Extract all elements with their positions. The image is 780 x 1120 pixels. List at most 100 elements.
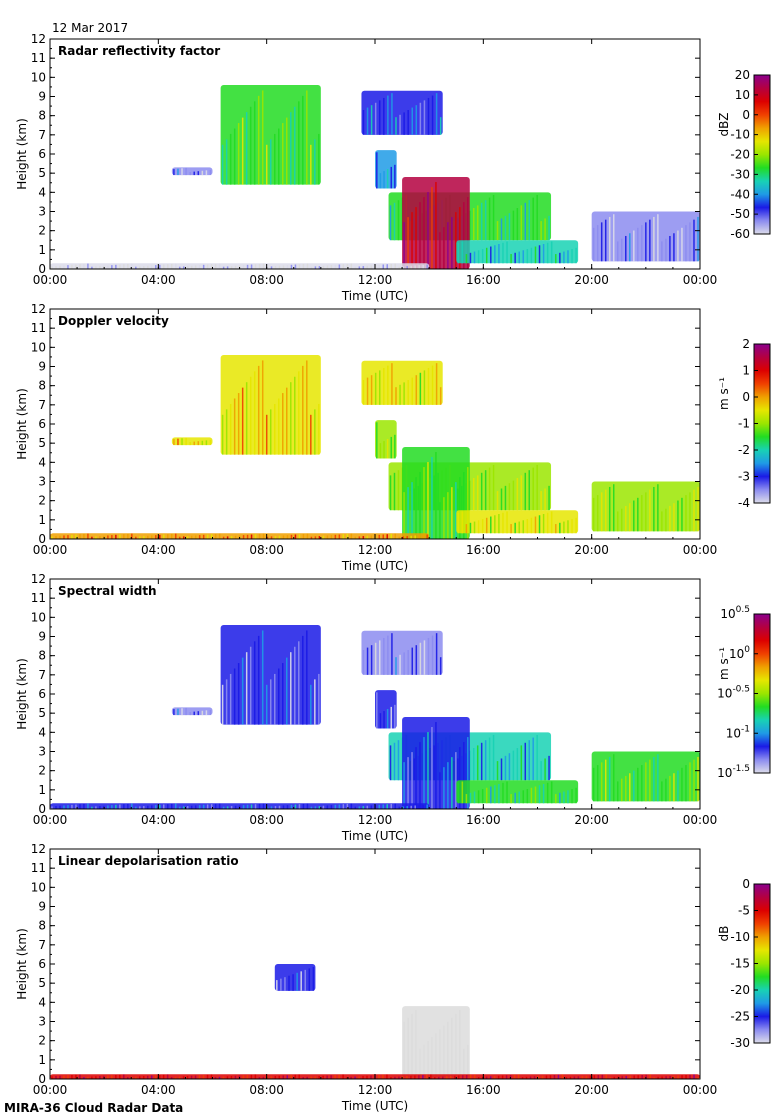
- y-tick-label: 0: [38, 802, 46, 816]
- y-tick-label: 8: [38, 379, 46, 393]
- y-tick-label: 3: [38, 745, 46, 759]
- colorbar-tick-label: -10: [730, 128, 750, 142]
- x-tick-label: 12:00: [358, 1083, 393, 1097]
- x-tick-label: 00:00: [683, 813, 718, 827]
- x-tick-label: 12:00: [358, 813, 393, 827]
- colorbar-tick-label: -10: [730, 930, 750, 944]
- y-tick-label: 2: [38, 1034, 46, 1048]
- colorbar-tick-label: -15: [730, 957, 750, 971]
- echo-feature: [375, 420, 397, 459]
- echo-feature: [361, 630, 443, 675]
- y-tick-label: 0: [38, 1072, 46, 1086]
- y-axis-label: Height (km): [15, 388, 29, 459]
- y-tick-label: 2: [38, 494, 46, 508]
- colorbar-tick-label: -4: [738, 496, 750, 510]
- y-tick-label: 9: [38, 900, 46, 914]
- colorbar-tick-label: 10: [735, 88, 750, 102]
- x-axis-label: Time (UTC): [341, 829, 408, 843]
- y-tick-label: 12: [31, 842, 46, 856]
- y-tick-label: 5: [38, 166, 46, 180]
- colorbar-tick-label: 1: [742, 364, 750, 378]
- x-tick-label: 16:00: [466, 273, 501, 287]
- panel-title: Radar reflectivity factor: [58, 44, 220, 58]
- y-tick-label: 11: [31, 591, 46, 605]
- colorbar-tick-label: -20: [730, 983, 750, 997]
- x-tick-label: 00:00: [33, 1083, 68, 1097]
- x-tick-label: 04:00: [141, 1083, 176, 1097]
- y-tick-label: 1: [38, 513, 46, 527]
- y-tick-label: 8: [38, 109, 46, 123]
- echo-feature: [361, 90, 443, 135]
- panel-title: Doppler velocity: [58, 314, 169, 328]
- y-tick-label: 8: [38, 649, 46, 663]
- x-tick-label: 12:00: [358, 273, 393, 287]
- y-tick-label: 2: [38, 224, 46, 238]
- y-tick-label: 3: [38, 205, 46, 219]
- plot-frame: [49, 848, 701, 1080]
- y-tick-label: 7: [38, 668, 46, 682]
- echo-feature: [220, 625, 321, 725]
- colorbar-tick-label: -30: [730, 167, 750, 181]
- y-tick-label: 9: [38, 90, 46, 104]
- x-tick-label: 16:00: [466, 543, 501, 557]
- y-tick-label: 7: [38, 938, 46, 952]
- colorbar-tick-label: 100.5: [720, 605, 750, 621]
- y-tick-label: 3: [38, 475, 46, 489]
- y-tick-label: 10: [31, 70, 46, 84]
- panel-title: Linear depolarisation ratio: [58, 854, 239, 868]
- y-tick-label: 1: [38, 243, 46, 257]
- x-tick-label: 16:00: [466, 813, 501, 827]
- y-tick-label: 6: [38, 957, 46, 971]
- colorbar-tick-label: -30: [730, 1036, 750, 1050]
- y-tick-label: 4: [38, 455, 46, 469]
- colorbar-tick-label: 100: [729, 645, 750, 661]
- footer-caption: MIRA-36 Cloud Radar Data: [4, 1101, 184, 1115]
- date-label: 12 Mar 2017: [52, 21, 129, 35]
- y-tick-label: 11: [31, 51, 46, 65]
- colorbar-tick-label: 0: [742, 390, 750, 404]
- echo-feature: [220, 355, 321, 455]
- colorbar-tick-label: -3: [738, 470, 750, 484]
- x-tick-label: 00:00: [33, 273, 68, 287]
- colorbar-label: dB: [717, 926, 731, 942]
- x-tick-label: 12:00: [358, 543, 393, 557]
- y-tick-label: 5: [38, 436, 46, 450]
- colorbar-label: m s⁻¹: [717, 647, 731, 680]
- y-tick-label: 3: [38, 1015, 46, 1029]
- x-tick-label: 00:00: [683, 273, 718, 287]
- y-tick-label: 1: [38, 1053, 46, 1067]
- x-tick-label: 20:00: [574, 813, 609, 827]
- y-tick-label: 6: [38, 417, 46, 431]
- plot-area: [50, 85, 700, 269]
- y-tick-label: 10: [31, 340, 46, 354]
- plot-area: [50, 625, 700, 809]
- x-tick-label: 16:00: [466, 1083, 501, 1097]
- y-tick-label: 4: [38, 725, 46, 739]
- echo-feature: [361, 360, 443, 405]
- y-tick-label: 4: [38, 185, 46, 199]
- y-tick-label: 1: [38, 783, 46, 797]
- colorbar-label: dBZ: [717, 112, 731, 136]
- y-tick-label: 7: [38, 128, 46, 142]
- colorbar-tick-label: 20: [735, 68, 750, 82]
- x-tick-label: 08:00: [249, 543, 284, 557]
- y-tick-label: 6: [38, 687, 46, 701]
- y-axis-label: Height (km): [15, 928, 29, 999]
- colorbar-tick-label: -20: [730, 148, 750, 162]
- colorbar-tick-label: 2: [742, 337, 750, 351]
- y-tick-label: 0: [38, 532, 46, 546]
- colorbar-tick-label: 10-1.5: [717, 764, 750, 780]
- x-tick-label: 20:00: [574, 543, 609, 557]
- x-tick-label: 08:00: [249, 273, 284, 287]
- y-tick-label: 2: [38, 764, 46, 778]
- y-tick-label: 7: [38, 398, 46, 412]
- y-tick-label: 11: [31, 861, 46, 875]
- y-tick-label: 10: [31, 610, 46, 624]
- colorbar-tick-label: -2: [738, 443, 750, 457]
- x-tick-label: 20:00: [574, 273, 609, 287]
- x-tick-label: 04:00: [141, 813, 176, 827]
- colorbar-tick-label: -5: [738, 904, 750, 918]
- panel-title: Spectral width: [58, 584, 157, 598]
